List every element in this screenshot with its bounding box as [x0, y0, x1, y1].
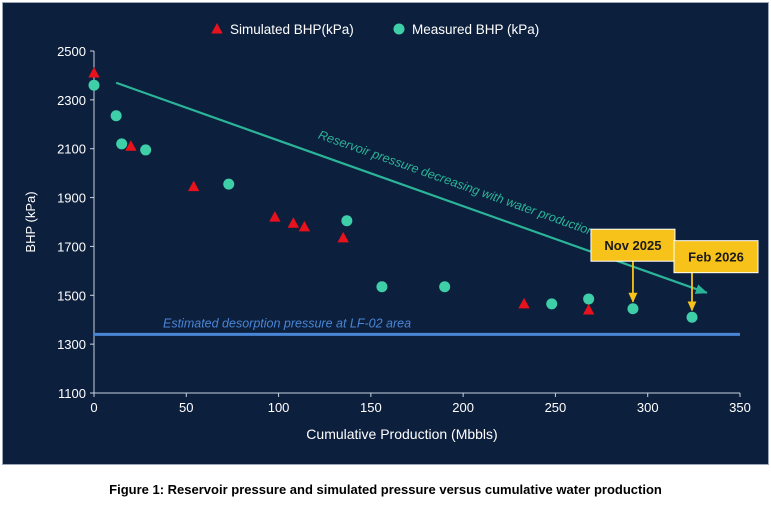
chart-plot: 0 50 100 150 200 250 300 350 1100 1300 1500 1700 190… [23, 22, 759, 442]
measured-bhp-point [110, 110, 122, 122]
simulated-bhp-point [337, 231, 349, 243]
desorption-pressure-label: Estimated desorption pressure at LF-02 a… [163, 316, 411, 330]
x-tick-label: 300 [637, 400, 659, 415]
x-tick-label: 350 [729, 400, 751, 415]
measured-bhp-point [627, 303, 639, 315]
simulated-bhp-point [269, 211, 281, 222]
y-tick-label: 2500 [57, 44, 86, 59]
y-axis-title: BHP (kPa) [23, 191, 38, 252]
measured-bhp-point [686, 311, 698, 323]
measured-bhp-point [546, 298, 558, 310]
legend-simulated-label: Simulated BHP(kPa) [230, 22, 354, 37]
callout-label-nov-2025: Nov 2025 [604, 238, 661, 253]
measured-bhp-point [439, 281, 451, 293]
measured-bhp-point [583, 293, 595, 305]
simulated-bhp-point [518, 297, 530, 309]
callout-box [673, 240, 759, 274]
measured-bhp-point [376, 281, 388, 293]
x-tick-label: 200 [452, 400, 474, 415]
x-tick-label: 50 [179, 400, 193, 415]
measured-bhp-point [116, 138, 128, 150]
y-tick-label: 1700 [57, 239, 86, 254]
legend-measured-marker [393, 23, 405, 35]
figure-caption: Figure 1: Reservoir pressure and simulat… [109, 482, 662, 497]
y-tick-label: 2300 [57, 93, 86, 108]
x-tick-label: 150 [360, 400, 382, 415]
y-tick-label: 1500 [57, 288, 86, 303]
legend-measured-label: Measured BHP (kPa) [412, 22, 539, 37]
x-tick-label: 250 [545, 400, 567, 415]
callout-label-feb-2026: Feb 2026 [688, 250, 744, 265]
legend-simulated-marker [211, 23, 223, 34]
simulated-bhp-point [88, 66, 100, 78]
x-tick-label: 100 [268, 400, 290, 415]
measured-bhp-point [88, 79, 100, 91]
y-tick-label: 1300 [57, 337, 86, 352]
trend-label: Reservoir pressure decreasing with water… [317, 128, 597, 239]
y-tick-label: 1100 [58, 386, 86, 401]
measured-bhp-point [223, 178, 235, 190]
measured-bhp-point [341, 215, 353, 227]
simulated-bhp-point [287, 217, 300, 228]
y-tick-label: 2100 [57, 142, 86, 157]
measured-bhp-point [140, 144, 152, 156]
x-tick-label: 0 [90, 400, 97, 415]
simulated-bhp-point [582, 303, 595, 315]
simulated-bhp-point [298, 220, 311, 232]
simulated-bhp-point [187, 180, 200, 192]
simulated-bhp-point [125, 140, 137, 151]
x-axis-title: Cumulative Production (Mbbls) [306, 426, 497, 442]
y-tick-label: 1900 [57, 191, 86, 206]
chart-panel: 0 50 100 150 200 250 300 350 1100 1300 1500 1700 190… [2, 2, 769, 465]
